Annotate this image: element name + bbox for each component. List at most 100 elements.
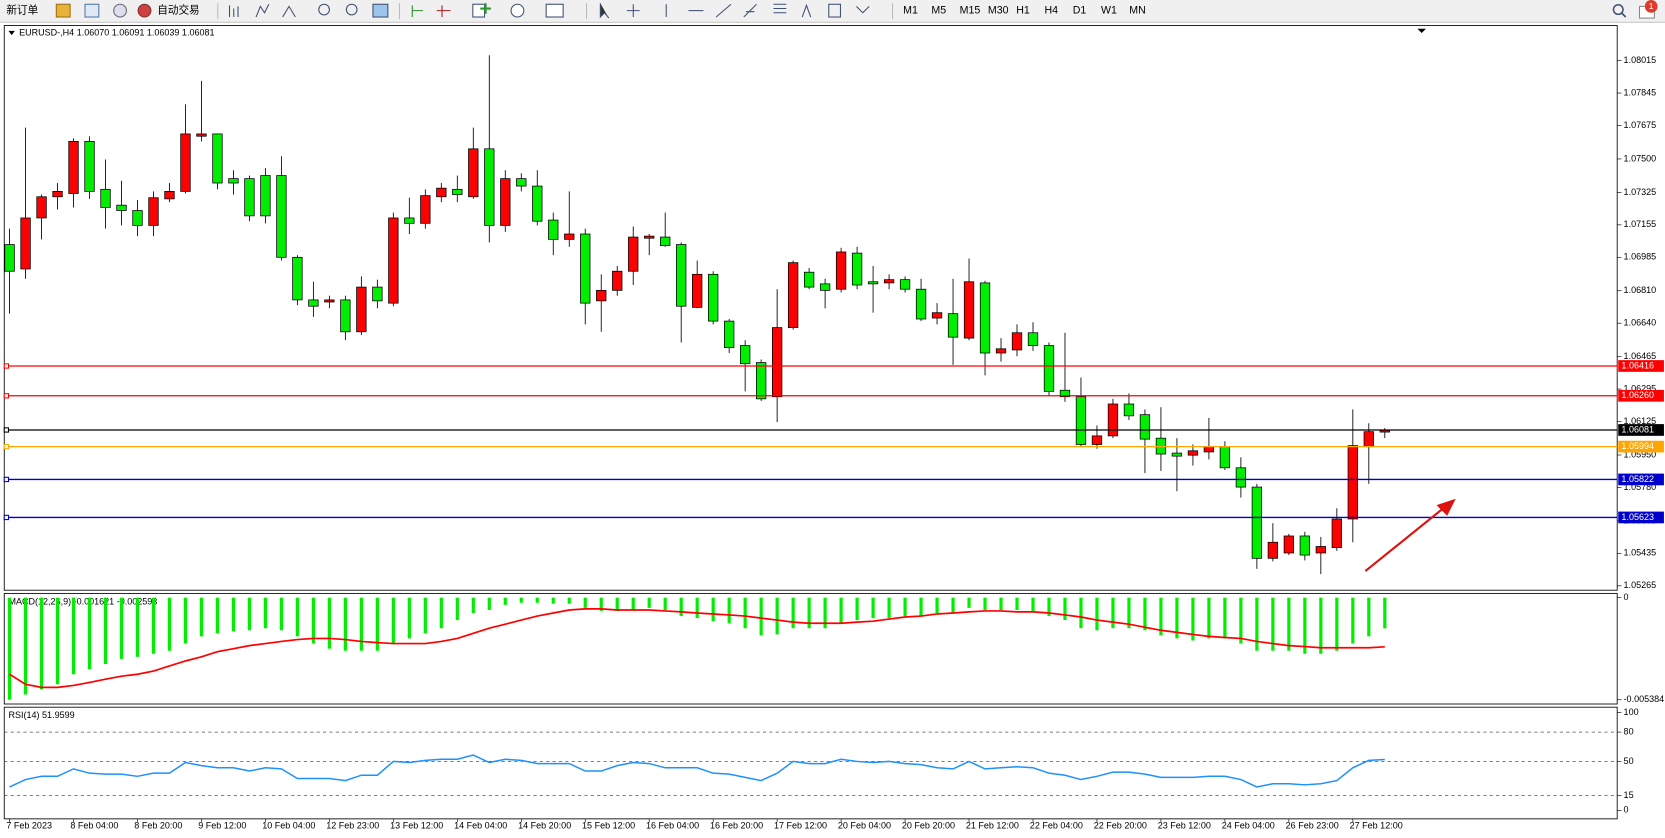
candle-body (995, 348, 1007, 354)
candle-body (1299, 535, 1311, 556)
timeframe-button[interactable]: D1 (1073, 4, 1087, 16)
annotation-arrow (1364, 504, 1448, 572)
y-tick-label: 80 (1624, 726, 1634, 736)
toolbar: 新订单 自动交易 (0, 0, 1665, 23)
price-level-label: 1.05623 (1621, 512, 1654, 522)
price-level-label-bg (1618, 424, 1664, 436)
y-tick-label: 0 (1624, 805, 1629, 815)
macd-bar (1335, 597, 1339, 651)
fibo-icon[interactable] (773, 3, 787, 14)
candle-body (1187, 450, 1199, 456)
toolbar-bg (0, 0, 1665, 23)
arrows-icon[interactable] (856, 6, 870, 14)
candle-body (1283, 535, 1295, 554)
y-tick-label: 100 (1624, 707, 1639, 717)
candle-body (883, 279, 895, 284)
new-order-label[interactable]: 新订单 (6, 3, 38, 16)
text-icon[interactable] (801, 3, 812, 18)
auto-trading-icon[interactable] (137, 3, 152, 18)
macd-bar (199, 597, 204, 637)
macd-bar (983, 597, 987, 610)
header-marker (8, 30, 15, 36)
candle-body (36, 196, 47, 219)
cursor-icon[interactable] (599, 3, 610, 19)
icon[interactable] (228, 5, 239, 18)
macd-bar (423, 597, 427, 634)
candle-body (436, 187, 447, 198)
candle-body (1331, 518, 1342, 548)
icon[interactable] (436, 5, 451, 18)
timeframe-button[interactable]: M30 (988, 4, 1009, 16)
candle-body (1059, 389, 1071, 398)
candle-body (228, 178, 239, 184)
timeframe-button[interactable]: MN (1129, 4, 1145, 16)
candle-body (692, 273, 703, 308)
macd-bar (1255, 597, 1259, 651)
y-tick-label: 15 (1624, 790, 1634, 800)
candle-body (644, 235, 655, 239)
x-tick-label: 8 Feb 04:00 (70, 821, 118, 831)
search-icon[interactable] (1612, 4, 1624, 16)
icon[interactable] (510, 3, 525, 18)
macd-bar (103, 597, 108, 665)
macd-bar (391, 597, 395, 644)
macd-bar (215, 597, 220, 634)
label-icon[interactable] (828, 3, 842, 18)
macd-label: MACD(12,26,9) -0.001621 -0.002593 (9, 596, 158, 606)
candle-body (1107, 403, 1119, 437)
x-tick-label: 9 Feb 12:00 (198, 821, 246, 831)
timeframe-button[interactable]: M15 (960, 4, 981, 16)
candle-body (771, 327, 783, 398)
macd-bar (999, 597, 1003, 610)
macd-bar (151, 597, 156, 654)
candle-body (516, 178, 527, 187)
macd-bar (87, 597, 92, 670)
timeframe-button[interactable]: M1 (903, 4, 918, 16)
macd-bar (791, 597, 795, 629)
candle-body (548, 219, 559, 240)
timeframe-button[interactable]: H4 (1044, 4, 1058, 16)
candle-body (292, 256, 303, 301)
candle-body (835, 251, 847, 290)
macd-bar (439, 597, 443, 629)
icon[interactable] (55, 3, 71, 18)
icon[interactable] (282, 5, 296, 18)
icon[interactable] (345, 3, 358, 16)
trendline-icon[interactable] (715, 3, 732, 18)
notification-count[interactable]: 1 (1649, 1, 1654, 11)
timeframe-button[interactable]: M5 (931, 4, 946, 16)
timeframe-button[interactable]: W1 (1101, 4, 1117, 16)
macd-bar (695, 597, 699, 619)
price-level-handle (3, 443, 10, 450)
candle-body (356, 286, 367, 333)
macd-bar (1047, 597, 1051, 617)
candle-body (340, 299, 351, 333)
icon[interactable] (545, 3, 564, 18)
icon[interactable] (84, 3, 100, 18)
timeframe-button[interactable]: H1 (1016, 4, 1030, 16)
auto-trading-label[interactable]: 自动交易 (157, 3, 199, 16)
macd-bar (1239, 597, 1243, 644)
icon[interactable] (318, 3, 330, 16)
tool-icons (217, 3, 894, 20)
macd-bar (1191, 597, 1195, 641)
crosshair-icon[interactable] (626, 4, 640, 18)
candle-body (1091, 435, 1103, 445)
icon[interactable] (411, 5, 423, 18)
y-tick-label: 1.05435 (1624, 548, 1657, 558)
icon[interactable] (255, 4, 270, 18)
channel-icon[interactable] (743, 3, 757, 18)
icon[interactable] (113, 3, 127, 18)
candle-body (1171, 452, 1183, 457)
new-order-button[interactable]: 新订单 (6, 3, 38, 16)
macd-bar (1143, 597, 1147, 631)
y-tick-label: 1.08015 (1624, 55, 1657, 65)
y-tick-label: 1.06640 (1624, 318, 1657, 328)
icon[interactable] (472, 3, 486, 18)
macd-bar (823, 597, 827, 629)
notification-badge[interactable] (1644, 0, 1658, 13)
macd-bar (295, 597, 299, 637)
x-tick-label: 22 Feb 04:00 (1030, 821, 1083, 831)
macd-bar (1095, 597, 1099, 631)
icon[interactable] (372, 3, 389, 18)
